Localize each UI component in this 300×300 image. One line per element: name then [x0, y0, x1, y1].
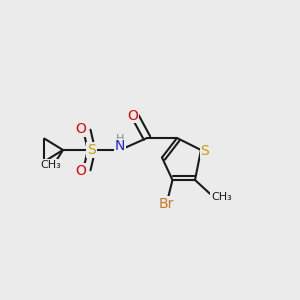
- Text: CH₃: CH₃: [211, 191, 232, 202]
- Text: O: O: [76, 164, 86, 178]
- Text: S: S: [200, 144, 209, 158]
- Text: O: O: [76, 122, 86, 136]
- Text: H: H: [116, 134, 124, 145]
- Text: S: S: [87, 143, 96, 157]
- Text: CH₃: CH₃: [40, 160, 61, 170]
- Text: Br: Br: [159, 197, 174, 211]
- Text: O: O: [127, 109, 138, 122]
- Text: N: N: [115, 140, 125, 153]
